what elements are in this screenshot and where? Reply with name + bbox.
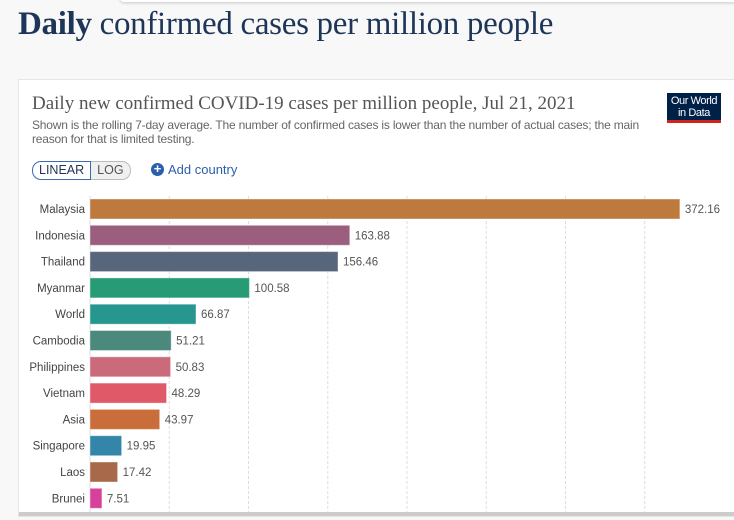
category-label: Laos [60,467,85,479]
plus-circle-icon: + [151,162,164,176]
category-label: Asia [63,414,86,426]
category-label: Malaysia [40,204,86,216]
category-label: Indonesia [35,230,85,242]
bar-plot: Malaysia 372.16 Indonesia 163.88 Thailand 156… [29,196,720,514]
value-label: 372.16 [685,204,720,216]
value-label: 19.95 [127,441,156,453]
value-label: 156.46 [343,257,378,269]
bar-world [89,303,197,325]
bar-brunei [89,487,103,509]
bar-malaysia [89,198,681,220]
chart-subtitle: Shown is the rolling 7-day average. The … [32,118,639,146]
chart-frame: Daily new confirmed COVID-19 cases per m… [18,79,734,517]
category-label: Vietnam [43,388,85,400]
bar-singapore [89,435,123,457]
category-label: Singapore [33,441,85,453]
value-label: 66.87 [201,309,230,321]
category-label: Philippines [29,362,85,374]
bar-asia [89,408,161,430]
value-label: 100.58 [254,283,289,295]
add-country-button[interactable]: + Add country [151,162,237,177]
log-button[interactable]: LOG [91,161,131,180]
category-label: World [55,309,85,321]
bar-laos [89,461,119,483]
bar-myanmar [89,277,250,299]
value-label: 48.29 [172,388,201,400]
heading-rest: confirmed cases per million people [91,6,554,42]
bar-vietnam [89,382,168,404]
bar-philippines [89,356,172,378]
add-country-label: Add country [168,162,238,177]
category-label: Thailand [41,257,85,269]
heading-bold: Daily [18,6,92,42]
value-label: 51.21 [176,336,205,348]
owid-logo[interactable]: Our World in Data [667,93,721,123]
category-label: Brunei [52,493,85,505]
bar-cambodia [89,330,172,351]
scale-toggle: LINEAR LOG [32,161,131,180]
linear-button[interactable]: LINEAR [32,161,92,180]
page-heading: Daily confirmed cases per million people [18,6,553,43]
top-bar [120,0,734,2]
value-label: 17.42 [123,467,152,479]
value-label: 43.97 [165,414,194,426]
bar-indonesia [89,224,351,246]
value-label: 50.83 [176,362,205,374]
value-label: 7.51 [107,493,129,505]
bar-thailand [89,251,339,273]
chart-title: Daily new confirmed COVID-19 cases per m… [32,93,576,114]
category-label: Myanmar [37,283,85,295]
value-label: 163.88 [355,230,390,242]
category-label: Cambodia [33,336,86,348]
horizontal-scrollbar[interactable] [19,512,734,516]
